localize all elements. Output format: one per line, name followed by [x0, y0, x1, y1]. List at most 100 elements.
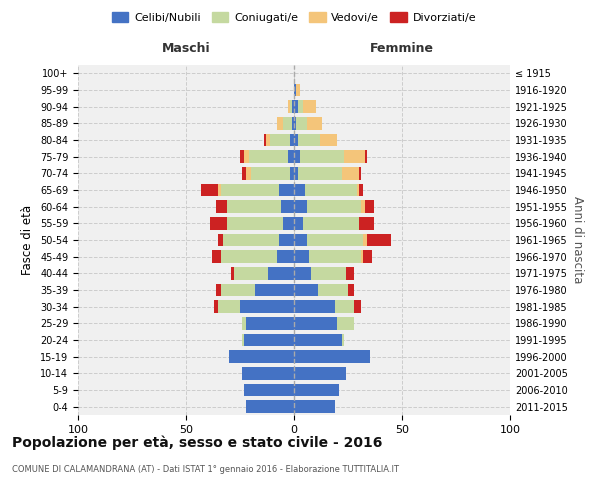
Bar: [264, 134, 266, 146]
Bar: [294, 284, 318, 296]
Bar: [294, 234, 307, 246]
Bar: [270, 134, 290, 146]
Bar: [294, 84, 296, 96]
Bar: [290, 167, 294, 179]
Bar: [341, 167, 359, 179]
Bar: [244, 334, 294, 346]
Bar: [359, 217, 374, 230]
Bar: [309, 250, 361, 263]
Y-axis label: Fasce di età: Fasce di età: [22, 205, 34, 275]
Bar: [294, 317, 337, 330]
Bar: [302, 217, 359, 230]
Bar: [287, 150, 294, 163]
Bar: [221, 184, 279, 196]
Bar: [337, 317, 355, 330]
Bar: [305, 184, 356, 196]
Bar: [229, 350, 294, 363]
Bar: [294, 117, 296, 130]
Bar: [355, 300, 361, 313]
Bar: [227, 200, 281, 213]
Bar: [363, 250, 372, 263]
Bar: [283, 217, 294, 230]
Bar: [296, 117, 307, 130]
Bar: [344, 150, 365, 163]
Bar: [294, 367, 346, 380]
Bar: [290, 134, 294, 146]
Legend: Celibi/Nubili, Coniugati/e, Vedovi/e, Divorziati/e: Celibi/Nubili, Coniugati/e, Vedovi/e, Di…: [107, 8, 481, 27]
Bar: [281, 200, 294, 213]
Bar: [294, 400, 335, 413]
Bar: [294, 184, 305, 196]
Bar: [268, 267, 294, 280]
Bar: [296, 84, 301, 96]
Bar: [277, 250, 294, 263]
Bar: [210, 217, 227, 230]
Bar: [287, 100, 290, 113]
Bar: [201, 184, 218, 196]
Bar: [247, 400, 294, 413]
Bar: [294, 134, 298, 146]
Bar: [298, 100, 302, 113]
Bar: [341, 334, 344, 346]
Bar: [363, 234, 367, 246]
Bar: [240, 300, 294, 313]
Bar: [255, 284, 294, 296]
Bar: [365, 200, 374, 213]
Bar: [212, 250, 221, 263]
Text: Popolazione per età, sesso e stato civile - 2016: Popolazione per età, sesso e stato civil…: [12, 435, 382, 450]
Bar: [218, 234, 223, 246]
Bar: [214, 300, 218, 313]
Bar: [294, 100, 298, 113]
Text: COMUNE DI CALAMANDRANA (AT) - Dati ISTAT 1° gennaio 2016 - Elaborazione TUTTITAL: COMUNE DI CALAMANDRANA (AT) - Dati ISTAT…: [12, 465, 399, 474]
Bar: [359, 167, 361, 179]
Bar: [294, 200, 307, 213]
Bar: [307, 200, 361, 213]
Bar: [218, 300, 240, 313]
Bar: [302, 100, 316, 113]
Bar: [240, 150, 244, 163]
Bar: [311, 267, 346, 280]
Bar: [216, 284, 221, 296]
Bar: [294, 350, 370, 363]
Bar: [348, 284, 355, 296]
Bar: [266, 134, 270, 146]
Bar: [361, 250, 363, 263]
Bar: [292, 117, 294, 130]
Bar: [242, 317, 247, 330]
Bar: [221, 250, 277, 263]
Bar: [301, 150, 344, 163]
Bar: [277, 117, 283, 130]
Bar: [307, 234, 363, 246]
Y-axis label: Anni di nascita: Anni di nascita: [571, 196, 584, 284]
Text: Femmine: Femmine: [370, 42, 434, 55]
Bar: [223, 234, 279, 246]
Bar: [292, 100, 294, 113]
Bar: [247, 317, 294, 330]
Bar: [279, 234, 294, 246]
Bar: [242, 334, 244, 346]
Bar: [298, 134, 320, 146]
Bar: [294, 150, 301, 163]
Bar: [294, 384, 340, 396]
Bar: [218, 184, 221, 196]
Bar: [307, 117, 322, 130]
Bar: [294, 167, 298, 179]
Bar: [216, 200, 227, 213]
Bar: [294, 250, 309, 263]
Bar: [242, 367, 294, 380]
Bar: [318, 284, 348, 296]
Bar: [320, 134, 337, 146]
Bar: [283, 117, 292, 130]
Bar: [232, 267, 233, 280]
Bar: [294, 300, 335, 313]
Bar: [244, 150, 248, 163]
Text: Maschi: Maschi: [161, 42, 211, 55]
Bar: [346, 267, 355, 280]
Bar: [247, 167, 251, 179]
Bar: [335, 300, 355, 313]
Bar: [242, 167, 247, 179]
Bar: [298, 167, 341, 179]
Bar: [244, 384, 294, 396]
Bar: [294, 217, 302, 230]
Bar: [365, 150, 367, 163]
